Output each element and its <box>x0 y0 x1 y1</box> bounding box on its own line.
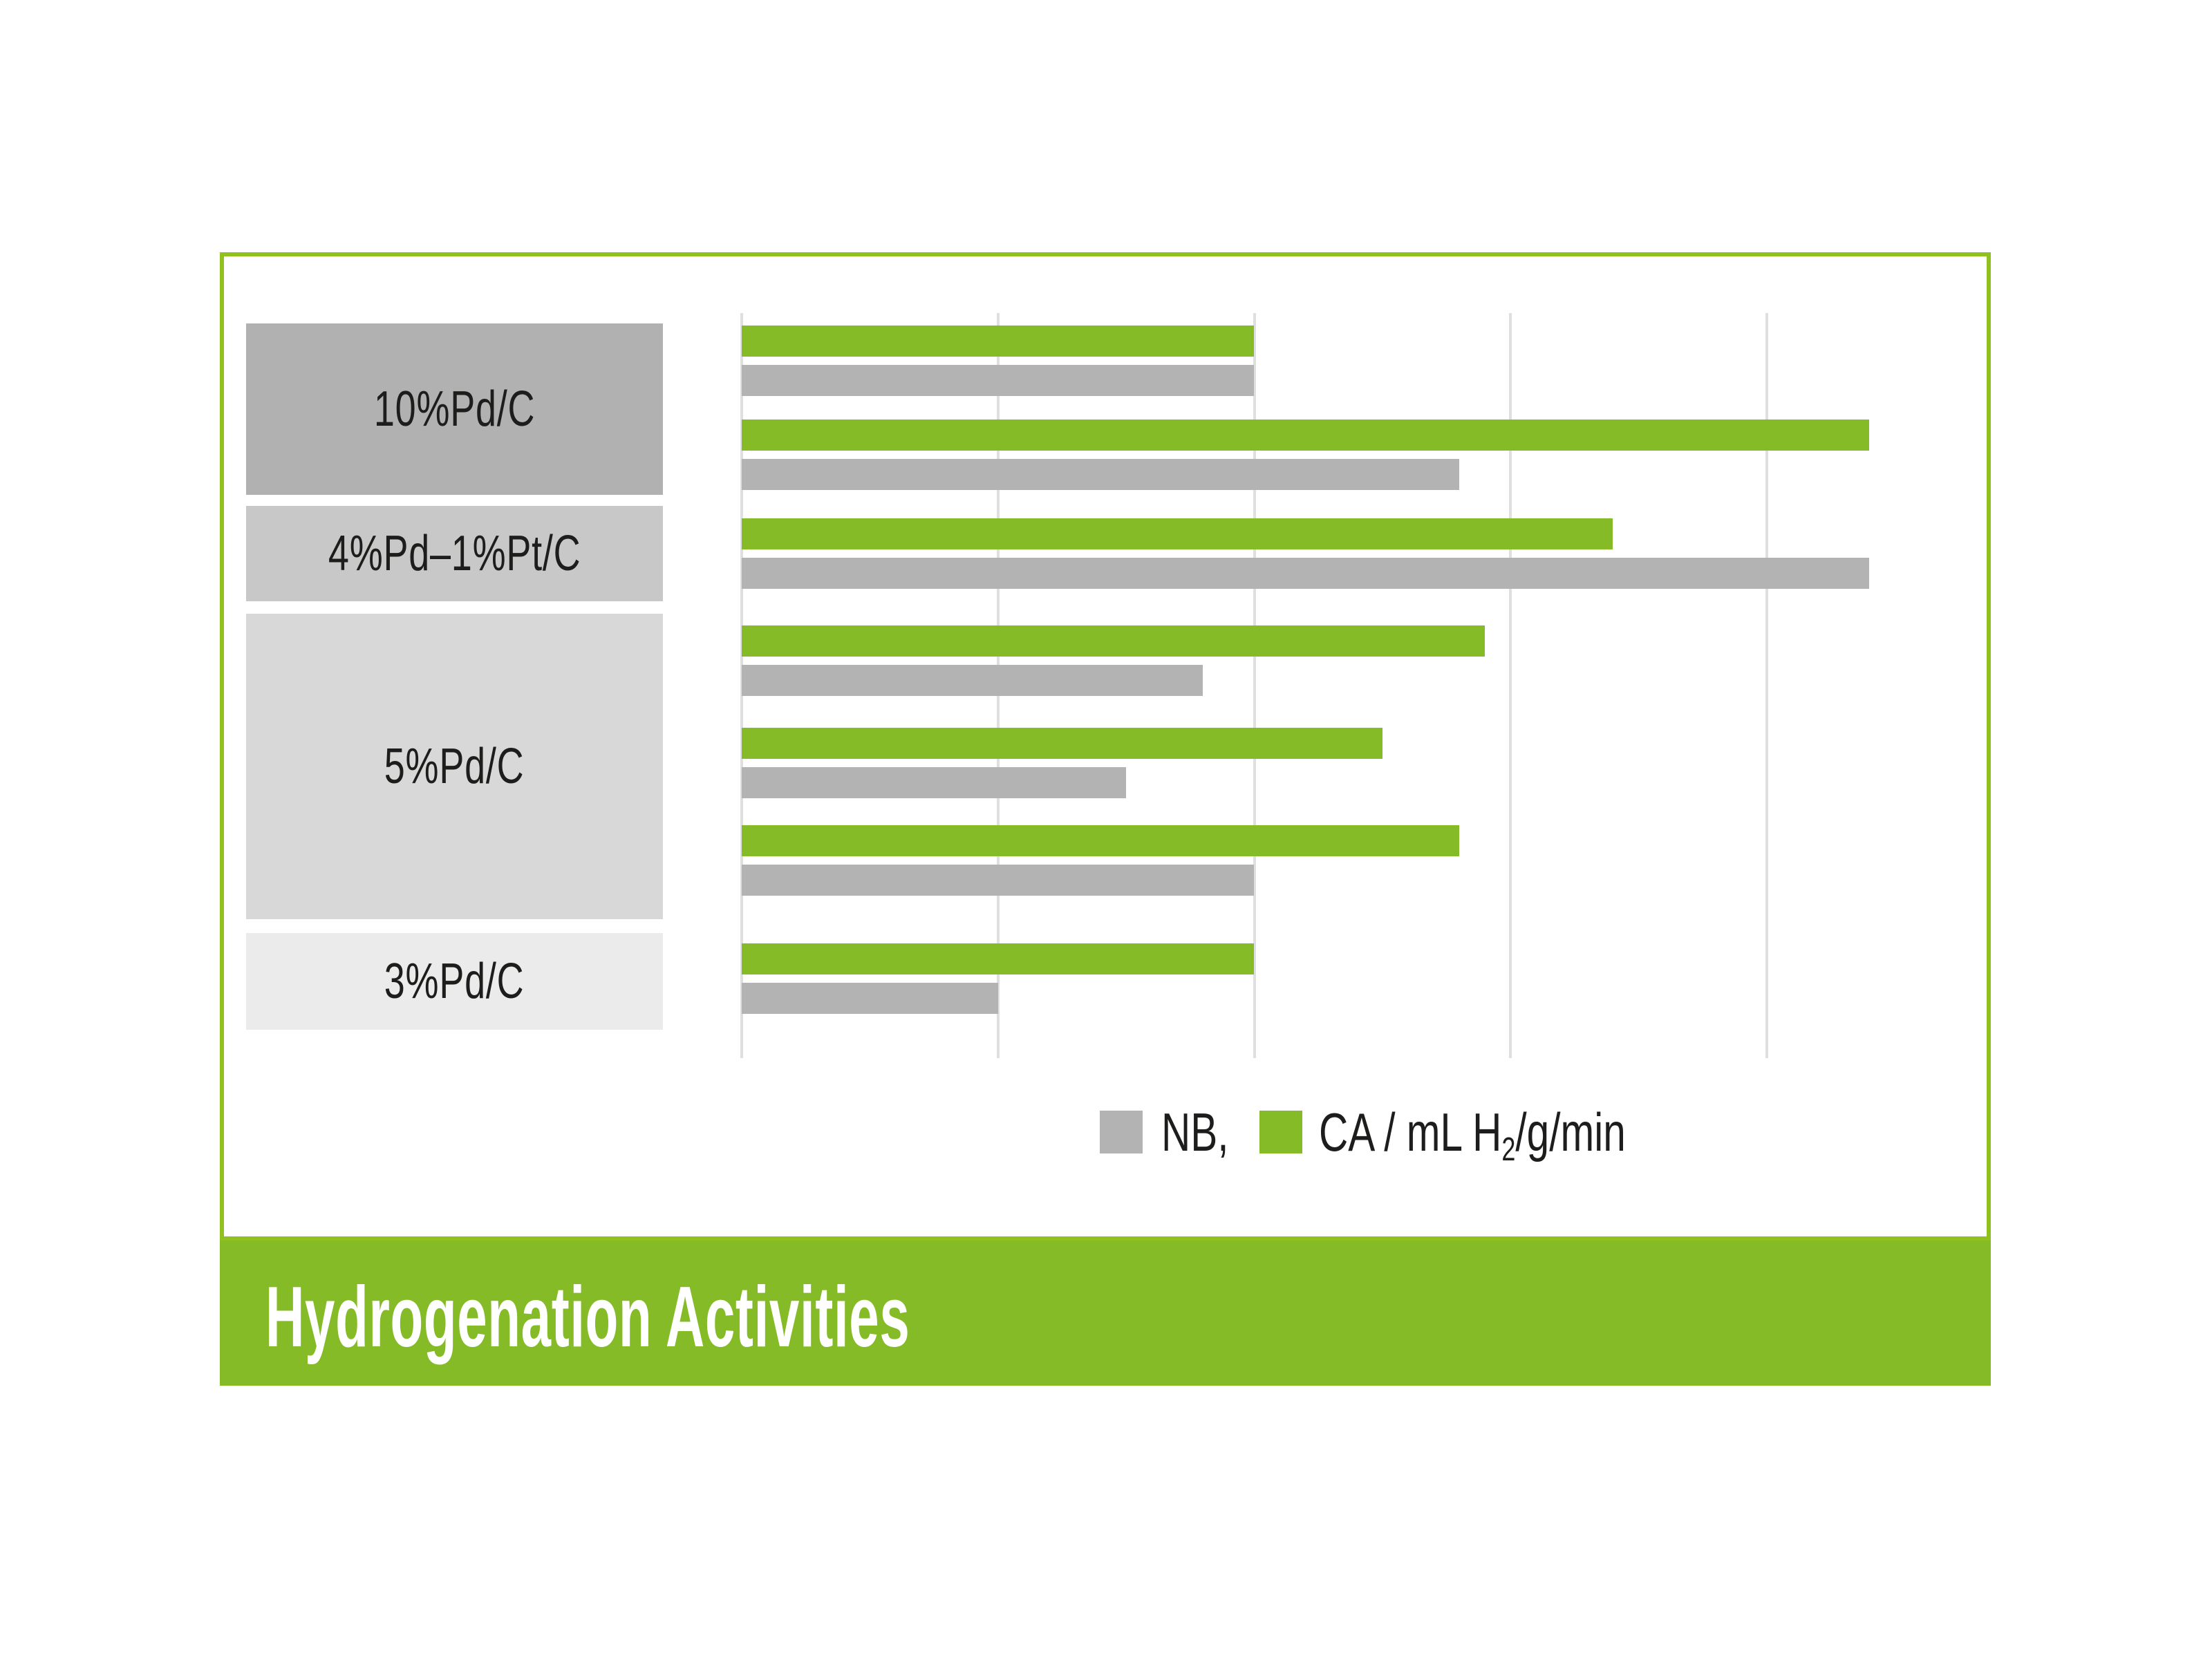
category-label: 3%Pd/C <box>384 954 525 1009</box>
chart-title: Hydrogenation Activities <box>265 1270 910 1365</box>
legend-ca-label-pre: CA / mL H <box>1319 1102 1502 1162</box>
legend-nb-swatch <box>1100 1111 1143 1153</box>
bar-ca <box>742 326 1255 357</box>
bar-ca <box>742 943 1255 974</box>
legend-ca-subscript: 2 <box>1501 1131 1516 1168</box>
gridline <box>1509 313 1512 1058</box>
legend-ca-label-post: /g/min <box>1515 1102 1626 1162</box>
category-label: 5%Pd/C <box>384 739 525 794</box>
category-label: 4%Pd–1%Pt/C <box>328 526 581 581</box>
gridline <box>1253 313 1256 1058</box>
category-label-box: 3%Pd/C <box>246 933 663 1030</box>
bar-nb <box>742 558 1870 589</box>
bar-nb <box>742 865 1255 896</box>
category-label-box: 5%Pd/C <box>246 614 663 919</box>
bar-nb <box>742 665 1203 696</box>
bar-ca <box>742 825 1459 856</box>
title-banner: Hydrogenation Activities <box>220 1241 1991 1386</box>
gridline <box>1765 313 1768 1058</box>
bar-nb <box>742 983 998 1014</box>
bar-nb <box>742 365 1255 396</box>
bar-ca <box>742 625 1485 657</box>
category-label-box: 4%Pd–1%Pt/C <box>246 506 663 601</box>
category-label-box: 10%Pd/C <box>246 323 663 495</box>
bar-nb <box>742 459 1459 490</box>
bar-nb <box>742 767 1127 798</box>
legend-nb-label: NB, <box>1161 1102 1229 1162</box>
category-label: 10%Pd/C <box>373 381 536 437</box>
bar-ca <box>742 420 1870 451</box>
bar-ca <box>742 518 1613 549</box>
legend-ca-swatch <box>1259 1111 1302 1153</box>
legend-ca-label: CA / mL H2/g/min <box>1319 1105 1626 1168</box>
bar-ca <box>742 728 1382 759</box>
